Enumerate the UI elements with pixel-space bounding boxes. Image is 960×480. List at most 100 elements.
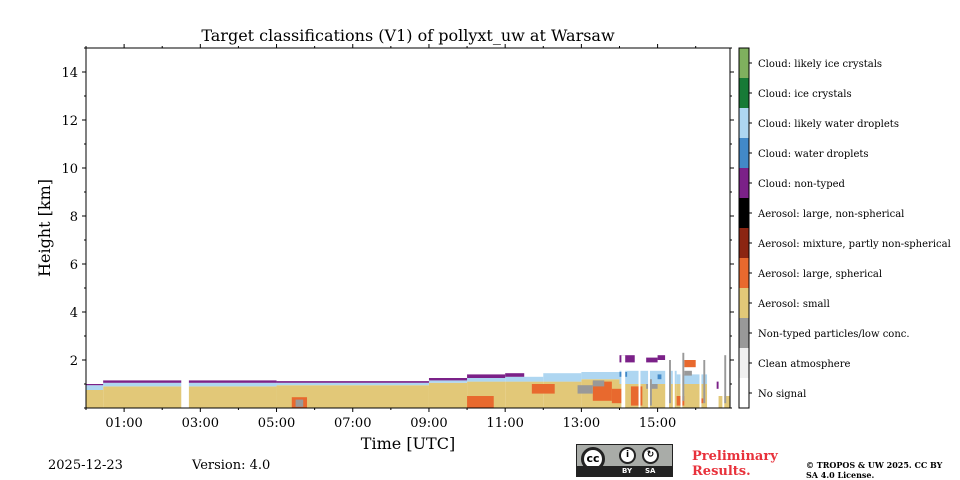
y-tick-label: 8 bbox=[70, 210, 78, 225]
class-cell-no-signal bbox=[638, 355, 641, 408]
x-tick-label: 13:00 bbox=[563, 416, 600, 431]
class-cell-cloud-likely-water-droplets bbox=[581, 372, 620, 380]
class-cell-no-signal bbox=[665, 352, 670, 408]
class-cell-no-signal bbox=[621, 355, 626, 408]
class-cell-no-signal bbox=[707, 355, 717, 408]
legend-swatch bbox=[739, 138, 749, 168]
legend-swatch bbox=[739, 348, 749, 378]
y-axis: 2 4 6 8 10 12 14 bbox=[61, 47, 734, 409]
legend-swatch bbox=[739, 78, 749, 108]
class-cell-non-typed-particles-low-conc bbox=[649, 379, 652, 406]
plot-area bbox=[86, 352, 730, 408]
class-cell-cloud-non-typed bbox=[505, 373, 525, 377]
legend-label: Cloud: water droplets bbox=[758, 149, 869, 160]
y-tick-label: 12 bbox=[61, 114, 78, 129]
legend-swatch bbox=[739, 258, 749, 288]
y-axis-label: Height [km] bbox=[35, 179, 54, 277]
class-cell-aerosol-large-spherical bbox=[684, 360, 696, 368]
cc-license-badge: cc i ↻ BY SA bbox=[576, 444, 673, 477]
class-cell-non-typed-particles-low-conc bbox=[577, 385, 593, 394]
class-cell-cloud-likely-water-droplets bbox=[86, 385, 104, 390]
x-tick-label: 11:00 bbox=[486, 416, 523, 431]
class-cell-no-signal bbox=[680, 352, 683, 408]
copyright-label: © TROPOS & UW 2025. CC BY SA 4.0 License… bbox=[806, 460, 943, 480]
legend-label: No signal bbox=[758, 389, 806, 400]
plot-frame bbox=[85, 47, 731, 409]
class-cell-cloud-non-typed bbox=[103, 380, 182, 383]
sa-label: SA bbox=[645, 467, 656, 475]
class-cell-cloud-likely-water-droplets bbox=[543, 373, 582, 382]
class-cell-aerosol-large-spherical bbox=[467, 396, 494, 408]
x-tick-label: 07:00 bbox=[334, 416, 371, 431]
class-cell-cloud-likely-water-droplets bbox=[505, 376, 544, 382]
class-cell-aerosol-small bbox=[276, 385, 429, 408]
class-cell-cloud-likely-water-droplets bbox=[467, 378, 506, 382]
legend-swatch bbox=[739, 108, 749, 138]
class-cell-aerosol-small bbox=[86, 390, 104, 408]
x-tick-label: 05:00 bbox=[258, 416, 295, 431]
x-tick-label: 09:00 bbox=[410, 416, 447, 431]
class-cell-aerosol-large-spherical bbox=[630, 386, 643, 406]
legend-label: Cloud: non-typed bbox=[758, 179, 846, 190]
class-cell-cloud-non-typed bbox=[86, 384, 104, 386]
legend-label: Aerosol: mixture, partly non-spherical bbox=[757, 239, 951, 250]
class-cell-non-typed-particles-low-conc bbox=[295, 399, 304, 407]
class-cell-cloud-non-typed bbox=[646, 357, 658, 363]
class-cell-cloud-likely-water-droplets bbox=[676, 374, 708, 384]
class-cell-aerosol-large-spherical bbox=[531, 384, 555, 394]
x-tick-label: 01:00 bbox=[105, 416, 142, 431]
legend-swatch bbox=[739, 198, 749, 228]
legend-swatch bbox=[739, 228, 749, 258]
class-cell-cloud-likely-water-droplets bbox=[276, 382, 429, 386]
class-cell-no-signal bbox=[722, 352, 725, 408]
legend-label: Cloud: likely ice crystals bbox=[758, 59, 882, 70]
class-cell-cloud-non-typed bbox=[428, 378, 468, 381]
legend-label: Clean atmosphere bbox=[758, 359, 851, 370]
legend-label: Non-typed particles/low conc. bbox=[758, 329, 910, 340]
legend-swatch bbox=[739, 378, 749, 408]
chart-title: Target classifications (V1) of pollyxt_u… bbox=[201, 26, 615, 45]
x-axis-label: Time [UTC] bbox=[361, 434, 455, 453]
version-label: Version: 4.0 bbox=[192, 458, 271, 473]
class-cell-cloud-likely-water-droplets bbox=[103, 382, 182, 387]
y-tick-label: 14 bbox=[61, 66, 78, 81]
class-cell-no-signal bbox=[699, 352, 702, 408]
class-cell-cloud-non-typed bbox=[188, 380, 277, 383]
x-tick-label: 15:00 bbox=[639, 416, 676, 431]
legend-label: Aerosol: large, non-spherical bbox=[757, 209, 904, 220]
class-cell-non-typed-particles-low-conc bbox=[724, 355, 727, 404]
class-cell-cloud-non-typed bbox=[657, 355, 666, 360]
y-tick-label: 2 bbox=[70, 354, 78, 369]
by-label: BY bbox=[622, 467, 633, 475]
class-cell-aerosol-small bbox=[428, 382, 468, 408]
class-cell-aerosol-small bbox=[188, 386, 277, 408]
y-tick-label: 4 bbox=[70, 306, 78, 321]
preliminary-results-label: Preliminary Results. bbox=[692, 449, 778, 479]
legend-label: Aerosol: large, spherical bbox=[757, 269, 882, 280]
legend-frame bbox=[738, 47, 750, 409]
class-cell-cloud-likely-water-droplets bbox=[188, 382, 277, 387]
class-cell-aerosol-large-spherical bbox=[592, 381, 612, 401]
legend-swatch bbox=[739, 168, 749, 198]
class-cell-no-signal bbox=[648, 364, 650, 408]
class-cell-non-typed-particles-low-conc bbox=[592, 380, 605, 387]
legend-colorbar: No signal Clean atmosphere Non-typed parti… bbox=[738, 47, 951, 409]
class-cell-cloud-non-typed bbox=[467, 374, 506, 378]
class-cell-non-typed-particles-low-conc bbox=[684, 370, 692, 376]
class-cell-cloud-non-typed bbox=[619, 355, 635, 363]
legend-label: Cloud: ice crystals bbox=[758, 89, 852, 100]
y-tick-label: 6 bbox=[70, 258, 78, 273]
legend-swatch bbox=[739, 48, 749, 78]
class-cell-aerosol-small bbox=[103, 386, 182, 408]
legend-swatch bbox=[739, 288, 749, 318]
class-cell-non-typed-particles-low-conc bbox=[703, 360, 706, 404]
class-cell-cloud-water-droplets bbox=[657, 374, 662, 380]
class-cell-non-typed-particles-low-conc bbox=[646, 384, 658, 389]
class-cell-non-typed-particles-low-conc bbox=[669, 360, 671, 404]
share-alike-icon: ↻ bbox=[642, 447, 659, 464]
legend-label: Cloud: likely water droplets bbox=[758, 119, 899, 130]
x-tick-label: 03:00 bbox=[182, 416, 219, 431]
y-tick-label: 10 bbox=[61, 162, 78, 177]
class-cell-aerosol-large-spherical bbox=[611, 388, 624, 404]
